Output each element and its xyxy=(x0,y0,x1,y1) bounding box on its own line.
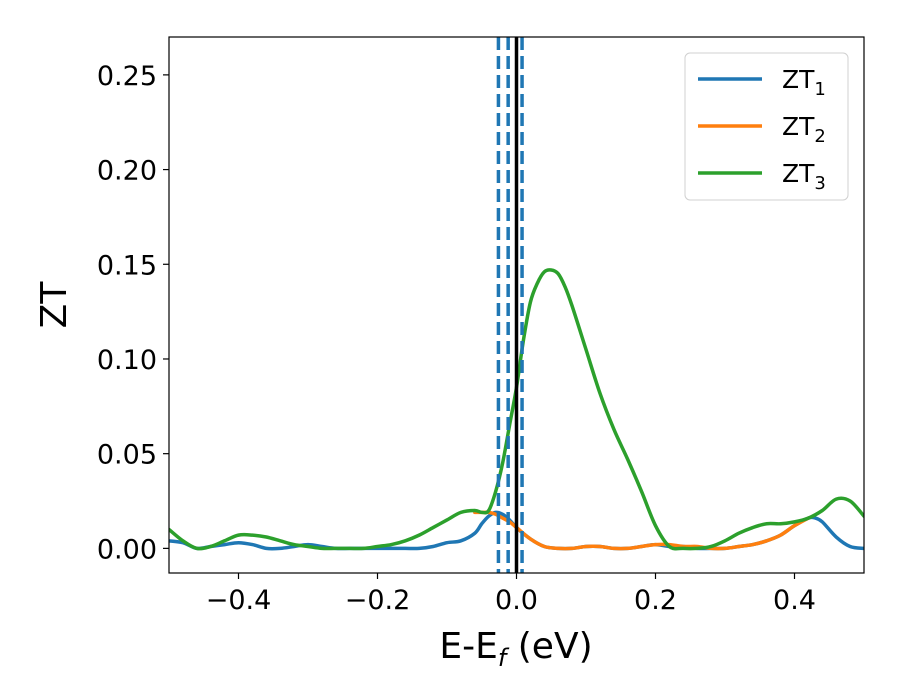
x-axis-title-units: (eV) xyxy=(506,626,592,667)
x-tick-label: 0.2 xyxy=(634,585,677,616)
x-tick-label: −0.2 xyxy=(345,585,411,616)
x-axis-title: E-Ef (eV) xyxy=(439,626,592,672)
legend-label-zt2: ZT2 xyxy=(782,112,826,147)
x-tick-label: −0.4 xyxy=(206,585,272,616)
legend-label-zt3: ZT3 xyxy=(782,159,826,194)
y-tick-label: 0.00 xyxy=(97,534,157,565)
legend-box xyxy=(684,52,849,201)
y-axis: 0.00 0.05 0.10 0.15 0.20 0.25 xyxy=(97,61,169,565)
legend-label-zt1: ZT1 xyxy=(782,65,826,100)
plot-area xyxy=(169,37,864,573)
x-axis-title-base: E-E xyxy=(439,626,497,667)
y-tick-label: 0.15 xyxy=(97,250,157,281)
y-tick-label: 0.20 xyxy=(97,156,157,187)
y-tick-label: 0.05 xyxy=(97,440,157,471)
x-tick-label: 0.4 xyxy=(773,585,816,616)
x-axis: −0.4 −0.2 0.0 0.2 0.4 xyxy=(206,573,816,616)
series-line-zt2 xyxy=(473,510,811,551)
series-line-zt3 xyxy=(169,268,864,551)
y-tick-label: 0.10 xyxy=(97,345,157,376)
x-tick-label: 0.0 xyxy=(495,585,538,616)
legend: ZT1 ZT2 ZT3 xyxy=(684,52,849,201)
y-axis-title: ZT xyxy=(34,281,75,329)
y-tick-label: 0.25 xyxy=(97,61,157,92)
